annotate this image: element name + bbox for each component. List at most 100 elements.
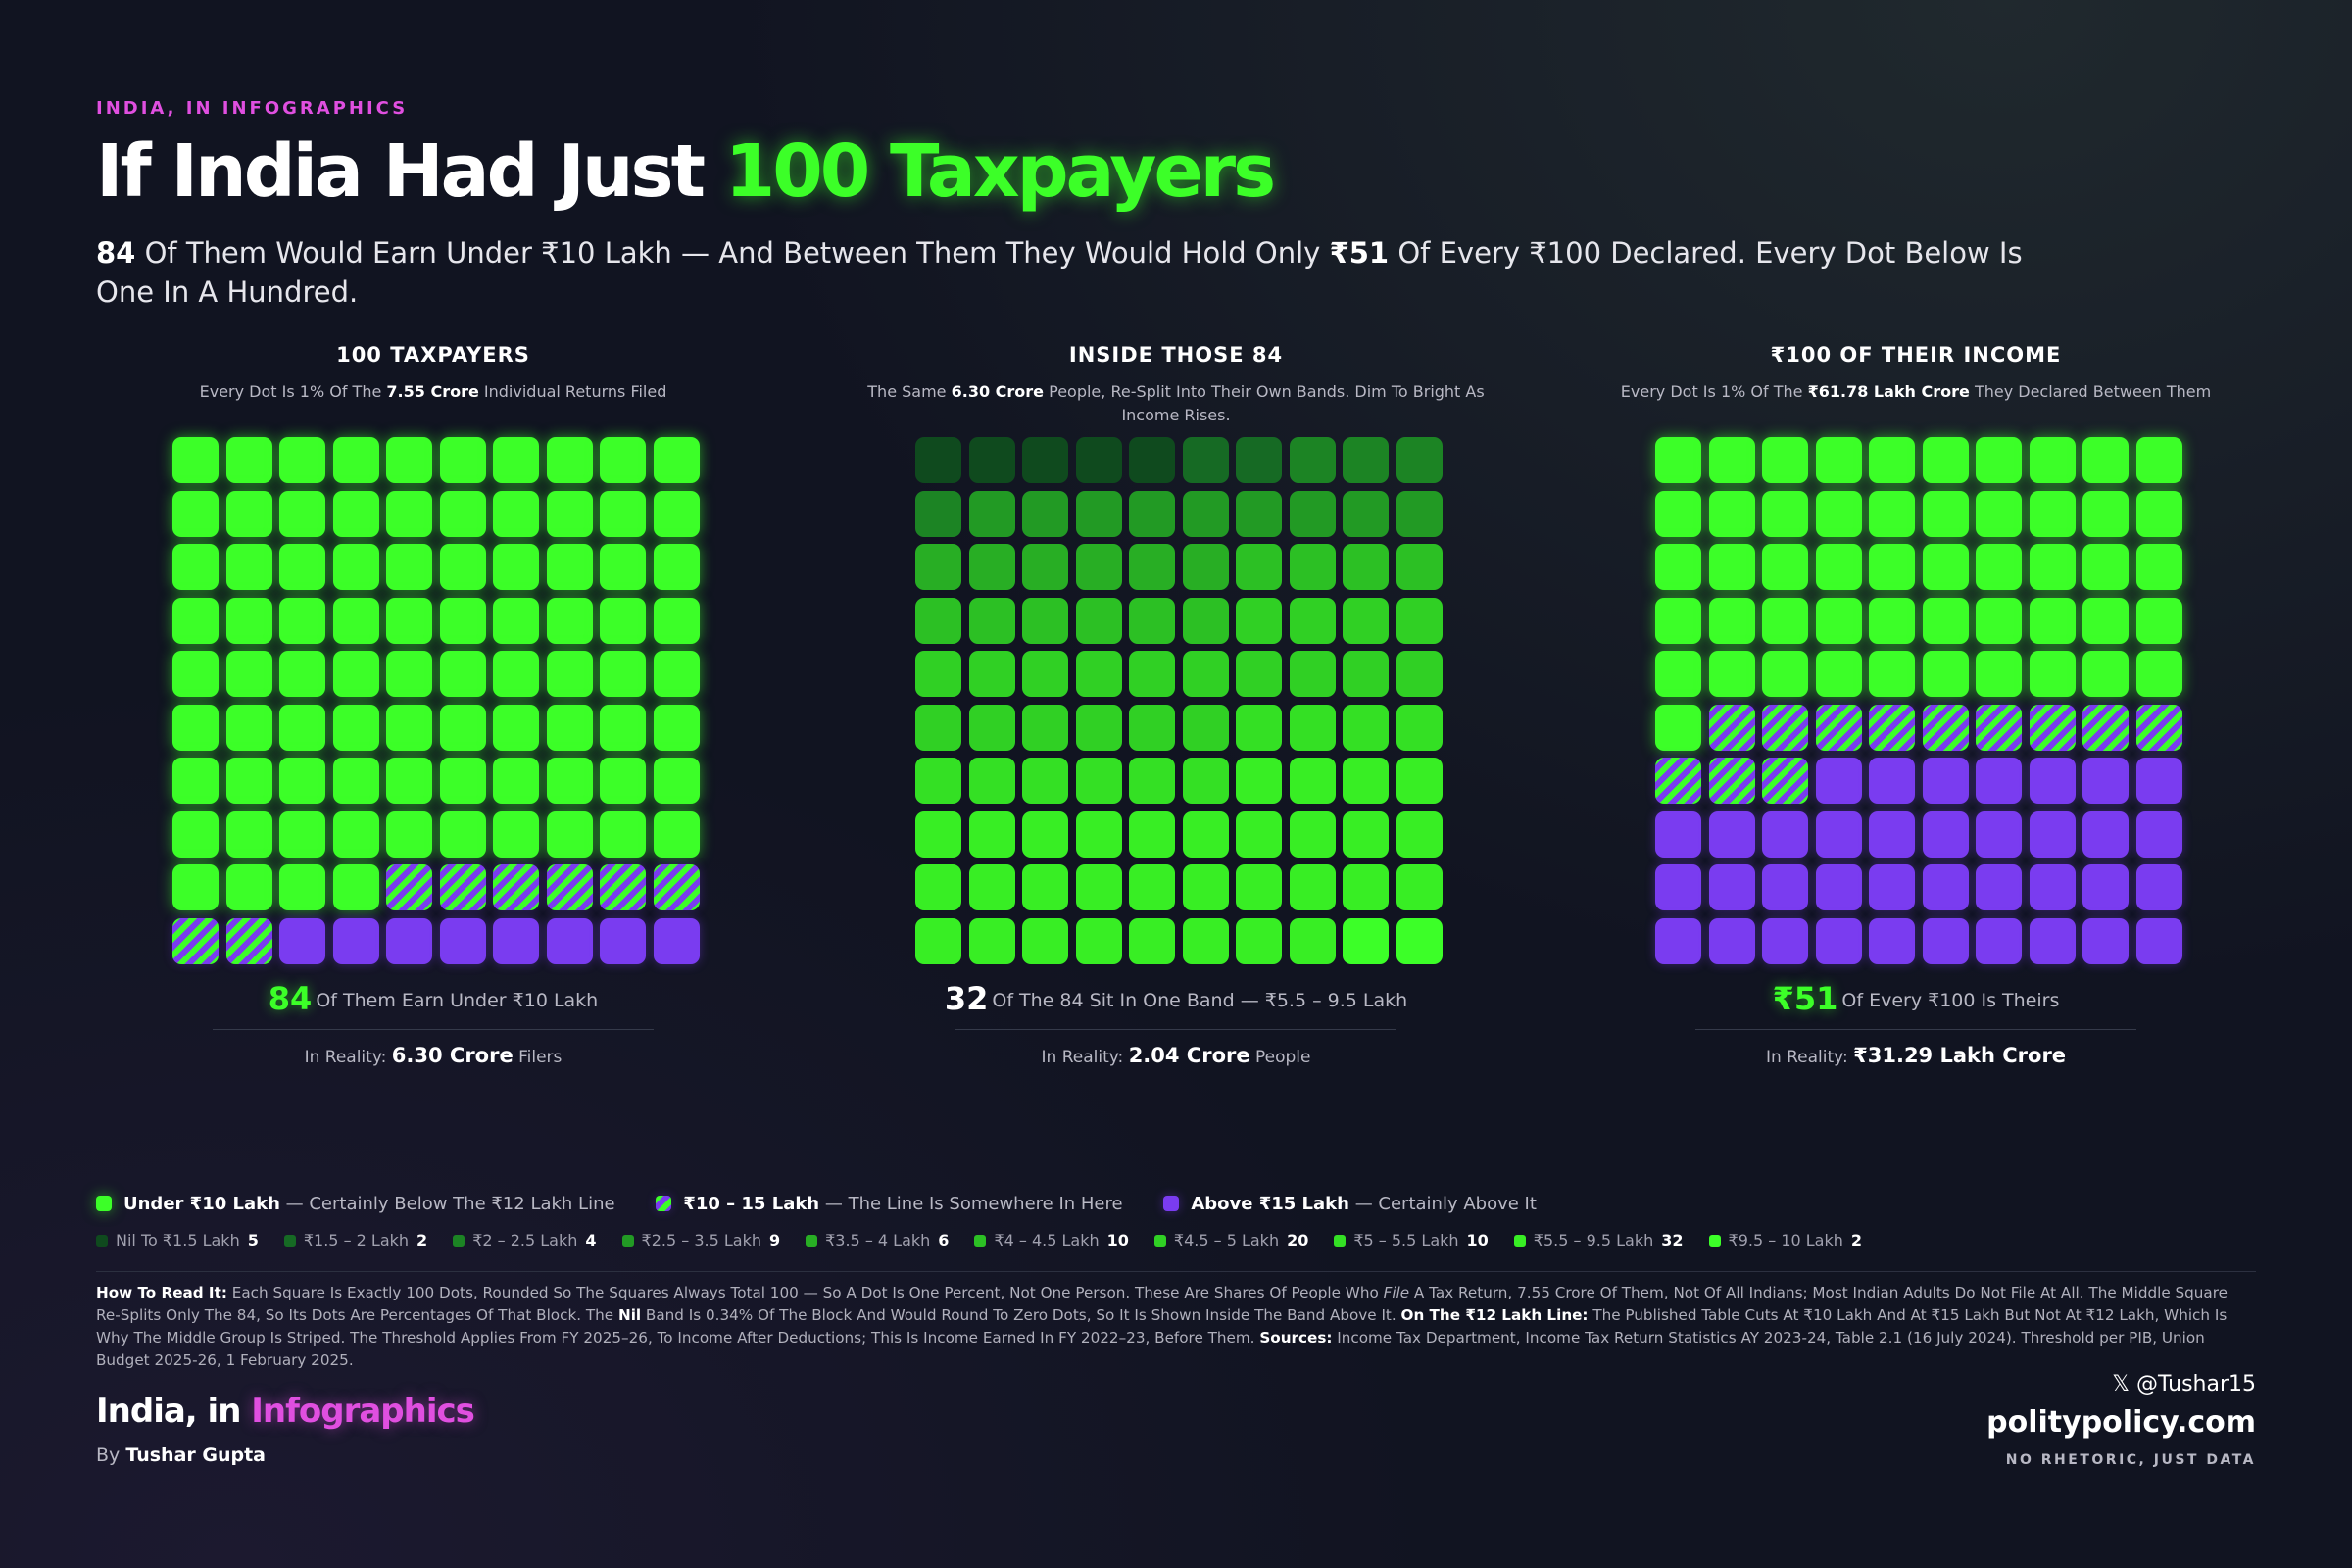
- waffle-dot: [653, 544, 700, 590]
- waffle-dot: [915, 704, 961, 751]
- waffle-dot: [1922, 597, 1969, 644]
- waffle-dot: [1236, 704, 1282, 751]
- waffle-dot: [1869, 758, 1915, 804]
- waffle-dot: [1182, 810, 1229, 858]
- howto-emphasis: File: [1383, 1284, 1410, 1301]
- waffle-dot: [1815, 704, 1862, 751]
- panel-sub-post: People, Re-Split Into Their Own Bands. D…: [1044, 382, 1485, 424]
- brand-pre: India, in: [96, 1392, 252, 1431]
- legend-band-item: ₹1.5 – 2 Lakh 2: [283, 1231, 428, 1250]
- legend-swatch: [1163, 1196, 1180, 1211]
- waffle-dot: [546, 704, 593, 751]
- panel-stat: 32 Of The 84 Sit In One Band — ₹5.5 – 9.5…: [823, 980, 1529, 1017]
- legend-swatch: [806, 1235, 818, 1247]
- subtitle-num1: 84: [96, 236, 136, 270]
- reality-value: 2.04 Crore: [1128, 1044, 1250, 1067]
- waffle-dot: [1182, 597, 1229, 644]
- waffle-dot: [968, 810, 1015, 858]
- panel-sub-bold: 6.30 Crore: [951, 382, 1045, 401]
- legend-swatch: [656, 1196, 672, 1211]
- waffle-dot: [1289, 704, 1336, 751]
- waffle-grid: [823, 437, 1529, 986]
- waffle-dot: [1762, 917, 1808, 964]
- waffle-dot: [1236, 437, 1282, 483]
- waffle-dot: [493, 490, 539, 537]
- waffle-dot: [332, 651, 379, 697]
- waffle-dot: [1708, 758, 1755, 804]
- howto-heading: How To Read It:: [96, 1284, 227, 1301]
- panel-subtitle: The Same 6.30 Crore People, Re-Split Int…: [823, 380, 1529, 427]
- waffle-grid: [80, 437, 786, 986]
- waffle-dot: [1129, 758, 1175, 804]
- waffle-dot: [1289, 917, 1336, 964]
- legend-swatch: [974, 1235, 987, 1247]
- waffle-dot: [1075, 651, 1122, 697]
- waffle-dot: [2029, 810, 2076, 858]
- waffle-dot: [1869, 651, 1915, 697]
- reality-post: People: [1250, 1048, 1311, 1067]
- waffle-dot: [2082, 544, 2129, 590]
- panel-sub-post: Individual Returns Filed: [478, 382, 667, 401]
- website-link[interactable]: politypolicy.com: [1986, 1405, 2256, 1440]
- waffle-dot: [172, 544, 219, 590]
- waffle-dot: [332, 758, 379, 804]
- waffle-grid: [1563, 437, 2269, 986]
- waffle-dot: [1976, 490, 2022, 537]
- waffle-dot: [1922, 917, 1969, 964]
- title-highlight: 100 Taxpayers: [724, 129, 1276, 214]
- waffle-dot: [1922, 810, 1969, 858]
- kicker: INDIA, IN INFOGRAPHICS: [96, 98, 409, 119]
- waffle-dot: [1922, 758, 1969, 804]
- legend-desc: — Certainly Below The ₹12 Lakh Line: [279, 1194, 615, 1214]
- panel-subtitle: Every Dot Is 1% Of The ₹61.78 Lakh Crore…: [1563, 380, 2269, 404]
- waffle-dot: [1182, 917, 1229, 964]
- legend-band-item: ₹4.5 – 5 Lakh 20: [1153, 1231, 1308, 1250]
- waffle-dot: [493, 704, 539, 751]
- waffle-dot: [2082, 651, 2129, 697]
- legend-band-label: ₹1.5 – 2 Lakh: [303, 1231, 410, 1250]
- waffle-dot: [493, 864, 539, 910]
- waffle-dot: [968, 758, 1015, 804]
- legend-swatch: [1334, 1235, 1347, 1247]
- waffle-dot: [600, 758, 646, 804]
- waffle-dot: [546, 437, 593, 483]
- social-handle[interactable]: 𝕏 @Tushar15: [2112, 1372, 2256, 1396]
- waffle-dot: [546, 864, 593, 910]
- waffle-dot: [2082, 704, 2129, 751]
- waffle-dot: [1708, 810, 1755, 858]
- legend-band-label: ₹2 – 2.5 Lakh: [472, 1231, 578, 1250]
- waffle-dot: [1182, 864, 1229, 910]
- waffle-dot: [2082, 490, 2129, 537]
- waffle-dot: [493, 810, 539, 858]
- waffle-dot: [1922, 864, 1969, 910]
- byline: By Tushar Gupta: [96, 1445, 266, 1466]
- waffle-dot: [493, 758, 539, 804]
- waffle-dot: [279, 437, 325, 483]
- waffle-dot: [653, 651, 700, 697]
- waffle-dot: [439, 437, 486, 483]
- waffle-dot: [1075, 758, 1122, 804]
- waffle-dot: [279, 864, 325, 910]
- waffle-dot: [1655, 544, 1701, 590]
- reality-post: Filers: [513, 1048, 563, 1067]
- waffle-dot: [653, 810, 700, 858]
- waffle-dot: [1129, 544, 1175, 590]
- waffle-dot: [1236, 917, 1282, 964]
- waffle-dot: [653, 490, 700, 537]
- howto-heading: On The ₹12 Lakh Line:: [1400, 1306, 1589, 1324]
- waffle-dot: [1922, 544, 1969, 590]
- waffle-dot: [1762, 651, 1808, 697]
- author-name: Tushar Gupta: [125, 1445, 266, 1466]
- legend-band-label: ₹3.5 – 4 Lakh: [825, 1231, 931, 1250]
- waffle-dot: [546, 597, 593, 644]
- waffle-dot: [1922, 437, 1969, 483]
- reality-note: In Reality: ₹31.29 Lakh Crore: [1695, 1029, 2136, 1067]
- waffle-dot: [332, 597, 379, 644]
- waffle-dot: [2082, 917, 2129, 964]
- waffle-dot: [1396, 917, 1443, 964]
- waffle-dot: [225, 437, 272, 483]
- waffle-dot: [1236, 758, 1282, 804]
- legend-band-value: 2: [416, 1231, 428, 1250]
- waffle-dot: [2135, 704, 2182, 751]
- waffle-dot: [1022, 758, 1068, 804]
